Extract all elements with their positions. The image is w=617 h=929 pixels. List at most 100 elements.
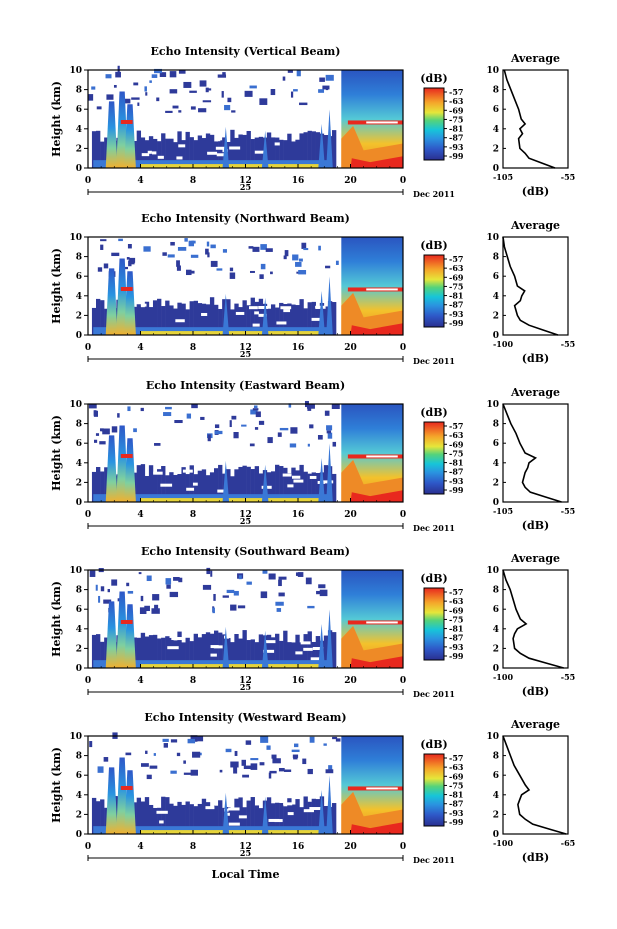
colorbar-tick-label: -63 [449,762,464,772]
echo-cell [91,471,97,502]
echo-cell [226,638,231,668]
avg-x-axis-label: (dB) [522,185,549,198]
echo-cell [278,767,285,772]
avg-y-tick-label: 10 [486,66,499,76]
bright-band [120,453,133,458]
y-tick-label: 4 [76,459,82,469]
echo-cell [270,304,276,335]
echo-gap [182,469,193,473]
echo-gap [207,151,218,155]
echo-cell [99,441,106,445]
echo-cell [245,740,252,745]
echo-cell [265,248,273,252]
echo-cell [159,72,167,78]
echo-cell [290,91,294,98]
panel-title: Echo Intensity (Vertical Beam) [150,45,340,58]
echo-gap [216,153,227,157]
echo-cell [230,476,235,502]
echo-cell [127,406,131,412]
echo-gap [141,153,150,157]
echo-cell [148,465,154,502]
y-tick-label: 4 [76,125,82,135]
colorbar [423,753,445,827]
avg-y-tick-label: 2 [493,644,499,654]
echo-cell [298,270,307,275]
convective-tower [105,767,118,834]
echo-cell [260,591,268,599]
echo-cell [189,641,194,668]
echo-cell [152,474,158,502]
avg-y-tick-label: 0 [493,830,499,840]
avg-y-tick-label: 10 [486,566,499,576]
echo-cell [242,300,247,335]
echo-cell [259,98,268,105]
x-tick-label: 8 [190,343,196,353]
echo-cell [138,572,142,575]
minor-plume [318,457,325,502]
echo-cell [177,631,182,668]
y-tick-label: 6 [76,605,82,615]
echo-cell [201,798,207,834]
echo-cell [322,85,330,90]
echo-gap [152,151,157,155]
echo-cell [279,803,284,834]
echo-cell [170,739,178,743]
minor-plume [261,464,269,502]
y-tick-label: 4 [76,625,82,635]
minor-plume [326,443,333,502]
x-tick-label: 8 [190,176,196,186]
ground-layer [93,826,331,834]
echo-cell [238,638,243,668]
date-label: Dec 2011 [413,689,455,699]
echo-cell [335,738,341,742]
echo-cell [113,84,117,88]
echo-cell [205,304,211,335]
echo-cell [117,65,120,73]
echo-cell [137,102,140,106]
minor-plume [318,623,325,668]
echo-cell [145,750,148,754]
avg-y-tick-label: 2 [493,144,499,154]
echo-cell [91,131,97,168]
colorbar-tick-label: -69 [449,605,464,615]
echo-cell [189,90,197,93]
echo-cell [291,642,296,668]
echo-cell [305,577,312,585]
date-label: Dec 2011 [413,189,455,199]
echo-cell [252,246,260,252]
convective-tower [124,104,136,168]
echo-cell [106,94,114,100]
echo-cell [296,69,301,77]
echo-cell [324,410,330,416]
echo-cell [307,473,312,502]
echo-cell [100,471,105,502]
echo-cell [229,272,236,279]
echo-cell [299,464,304,502]
echo-cell [226,469,231,502]
echo-cell [242,134,247,168]
echo-cell [149,765,158,769]
echo-cell [201,303,207,335]
heatmap-field [88,65,403,168]
echo-cell [307,801,312,834]
echo-cell [279,427,289,431]
echo-cell [222,595,229,598]
average-frame [502,236,569,336]
echo-cell [318,584,326,589]
echo-cell [260,263,266,270]
echo-cell [156,97,160,102]
echo-cell [173,805,178,834]
minor-plume [261,297,269,335]
colorbar-tick-label: -69 [449,272,464,282]
echo-cell [283,255,287,260]
avg-y-tick-label: 4 [493,125,499,135]
echo-cell [173,640,178,668]
echo-cell [161,306,166,335]
echo-gap [315,305,326,309]
echo-cell [335,260,339,265]
echo-cell [206,567,211,575]
echo-cell [152,634,158,668]
echo-cell [253,405,258,409]
x-tick-label: 0 [85,676,91,686]
echo-gap [303,647,313,651]
